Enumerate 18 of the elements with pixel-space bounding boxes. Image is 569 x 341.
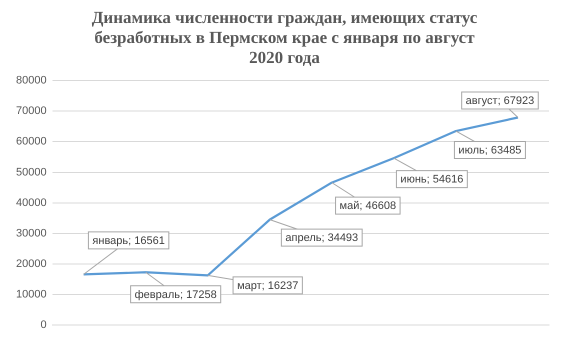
y-tick-label: 20000 <box>16 258 47 270</box>
data-label: июнь; 54616 <box>400 174 464 186</box>
data-label: март; 16237 <box>237 280 298 292</box>
y-tick-label: 70000 <box>16 105 47 118</box>
y-tick-label: 40000 <box>16 196 47 209</box>
data-label: июль; 63485 <box>458 144 522 157</box>
data-label: февраль; 17258 <box>134 288 217 301</box>
y-tick-label: 80000 <box>16 74 47 87</box>
y-tick-label: 10000 <box>16 288 47 300</box>
y-tick-label: 50000 <box>16 166 47 178</box>
data-label: август; 67923 <box>466 95 534 108</box>
y-tick-label: 0 <box>40 319 47 332</box>
y-tick-label: 30000 <box>16 227 47 240</box>
data-label: апрель; 34493 <box>285 232 358 244</box>
y-tick-label: 60000 <box>16 136 47 148</box>
data-label: январь; 16561 <box>92 234 165 247</box>
chart-title: Динамика численности граждан, имеющих статус безработных в Пермском крае с января по август 2020 года <box>90 8 478 68</box>
data-label: май; 46608 <box>340 200 396 212</box>
